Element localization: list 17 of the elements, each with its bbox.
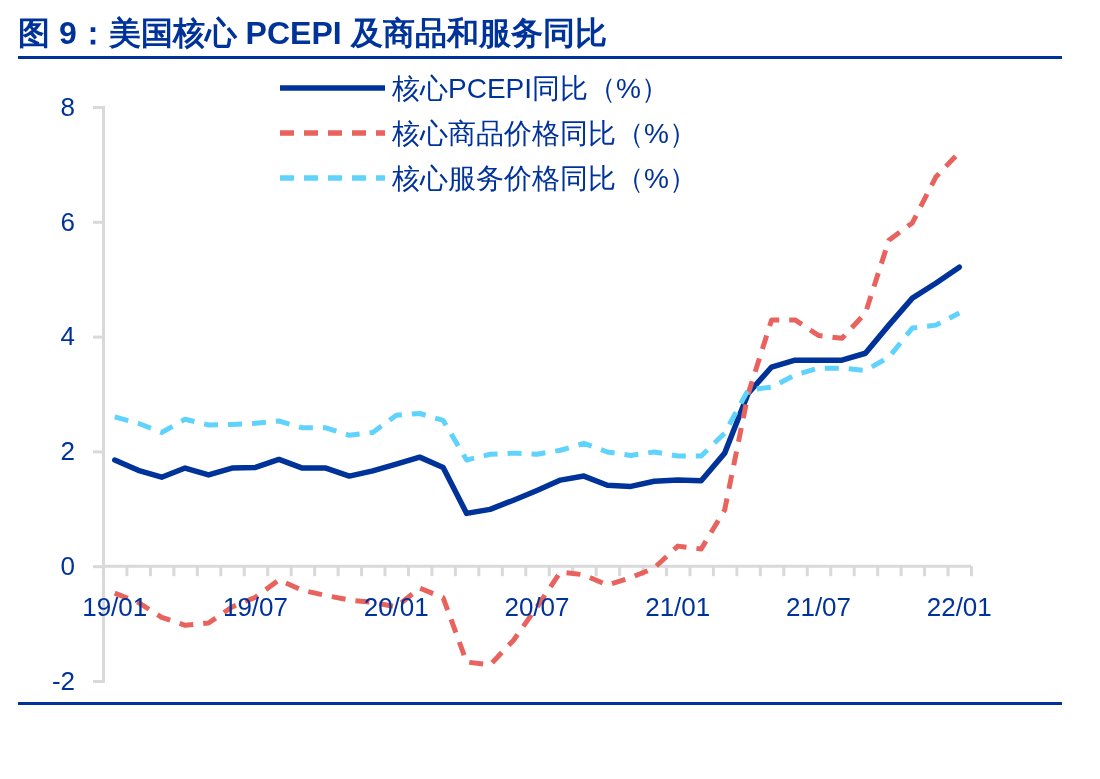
x-tick-label: 21/07: [785, 592, 852, 623]
x-tick-label: 19/01: [82, 592, 148, 623]
y-tick-label: 8: [60, 91, 75, 122]
y-tick-label: 2: [60, 436, 75, 467]
x-tick-label: 21/01: [645, 592, 711, 623]
x-tick-label: 20/01: [363, 592, 429, 623]
y-tick-label: 0: [60, 551, 75, 582]
x-tick-label: 22/01: [926, 592, 992, 623]
y-tick-label: -2: [51, 665, 75, 696]
chart-title: 图 9：美国核心 PCEPI 及商品和服务同比: [18, 15, 607, 51]
x-tick-label: 19/07: [222, 592, 289, 623]
legend-label: 核心商品价格同比（%）: [391, 118, 697, 149]
legend-label: 核心PCEPI同比（%）: [391, 73, 669, 104]
legend-label: 核心服务价格同比（%）: [391, 163, 697, 194]
x-tick-label: 20/07: [504, 592, 570, 623]
y-tick-label: 6: [60, 206, 75, 237]
y-tick-label: 4: [60, 321, 75, 352]
